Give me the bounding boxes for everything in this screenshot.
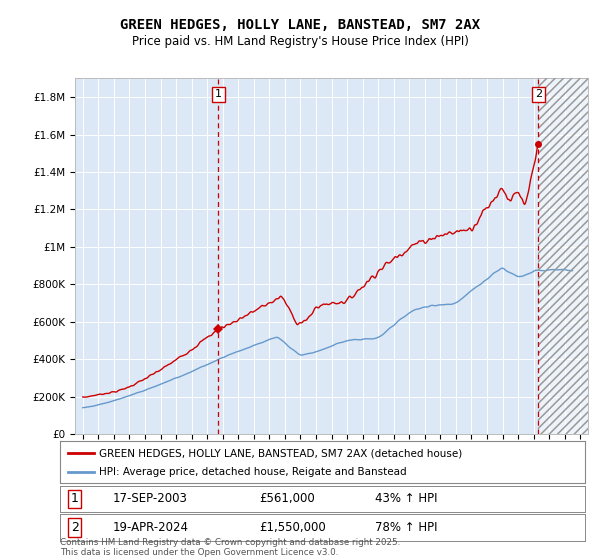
Text: 19-APR-2024: 19-APR-2024 xyxy=(113,521,188,534)
Bar xyxy=(538,78,588,434)
Text: £561,000: £561,000 xyxy=(260,492,315,506)
Text: HPI: Average price, detached house, Reigate and Banstead: HPI: Average price, detached house, Reig… xyxy=(100,467,407,477)
Text: GREEN HEDGES, HOLLY LANE, BANSTEAD, SM7 2AX: GREEN HEDGES, HOLLY LANE, BANSTEAD, SM7 … xyxy=(120,18,480,32)
Text: GREEN HEDGES, HOLLY LANE, BANSTEAD, SM7 2AX (detached house): GREEN HEDGES, HOLLY LANE, BANSTEAD, SM7 … xyxy=(100,449,463,458)
Text: 17-SEP-2003: 17-SEP-2003 xyxy=(113,492,187,506)
Bar xyxy=(538,78,588,434)
Text: 1: 1 xyxy=(71,492,79,506)
Text: Price paid vs. HM Land Registry's House Price Index (HPI): Price paid vs. HM Land Registry's House … xyxy=(131,35,469,48)
Text: 2: 2 xyxy=(535,90,542,100)
Text: Contains HM Land Registry data © Crown copyright and database right 2025.
This d: Contains HM Land Registry data © Crown c… xyxy=(60,538,400,557)
Text: 2: 2 xyxy=(71,521,79,534)
Text: 43% ↑ HPI: 43% ↑ HPI xyxy=(375,492,437,506)
Text: 78% ↑ HPI: 78% ↑ HPI xyxy=(375,521,437,534)
Text: £1,550,000: £1,550,000 xyxy=(260,521,326,534)
Bar xyxy=(538,78,588,434)
Text: 1: 1 xyxy=(215,90,222,100)
